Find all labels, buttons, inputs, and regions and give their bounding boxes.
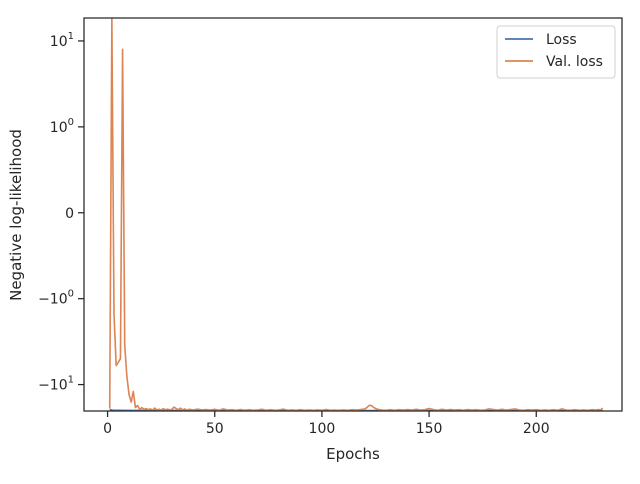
x-tick-label: 50 <box>206 421 224 437</box>
y-tick-label: 0 <box>65 206 74 222</box>
y-tick-label: −101 <box>38 375 74 394</box>
series-line-val-loss <box>108 18 604 411</box>
legend: Loss Val. loss <box>496 25 616 79</box>
x-axis: 0 50 100 150 200 <box>103 411 550 437</box>
y-axis: 101 100 0 −100 −101 <box>38 31 84 394</box>
x-tick-label: 100 <box>309 421 336 437</box>
x-tick-label: 0 <box>103 421 112 437</box>
legend-entry-label: Val. loss <box>546 54 603 70</box>
x-tick-label: 150 <box>416 421 443 437</box>
x-tick-label: 200 <box>523 421 550 437</box>
x-axis-label: Epochs <box>326 445 380 463</box>
axes-frame <box>83 17 623 412</box>
legend-entry-label: Loss <box>546 32 577 48</box>
y-tick-label: 100 <box>50 117 74 136</box>
y-axis-label: Negative log-likelihood <box>7 129 25 301</box>
y-tick-label: −100 <box>38 289 74 308</box>
y-tick-label: 101 <box>50 31 74 50</box>
